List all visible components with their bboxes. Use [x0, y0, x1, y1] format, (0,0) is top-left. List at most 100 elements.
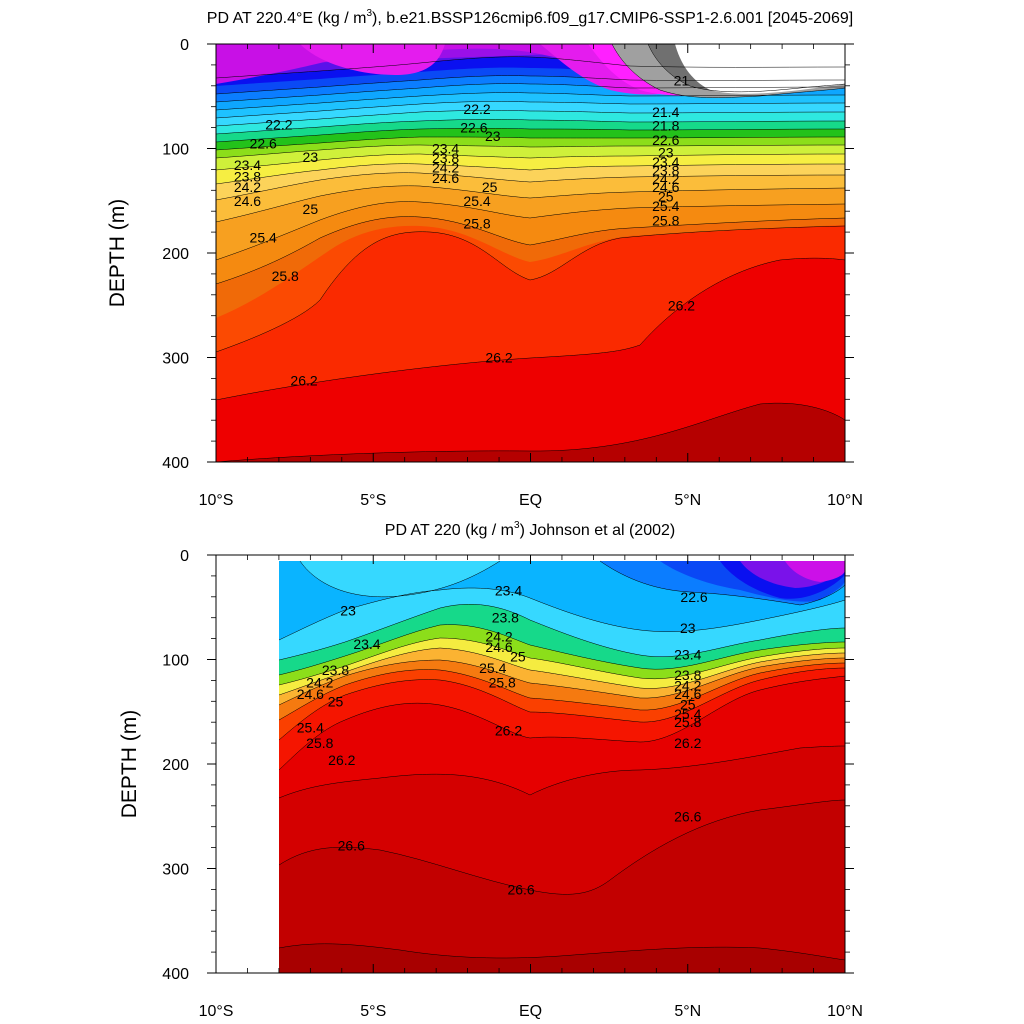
panel-top-axes: 10°S 5°S EQ 5°N 10°N 0 100 200 300 400 — [162, 37, 863, 509]
contour-label: 23.4 — [234, 157, 261, 173]
contour-label: 21 — [674, 73, 690, 89]
contour-label: 26.6 — [674, 808, 701, 824]
contour-label: 25.8 — [272, 268, 299, 284]
contour-label: 25.8 — [674, 714, 701, 730]
contour-label: 25 — [303, 201, 319, 217]
contour-label: 25 — [482, 179, 498, 195]
contour-label: 26.2 — [485, 350, 512, 366]
panel-top-contour-labels: 2121.421.822.222.222.622.622.623232323.4… — [234, 73, 695, 389]
x-tick-label: 10°N — [827, 1003, 863, 1020]
contour-label: 21.4 — [652, 104, 679, 120]
contour-label: 26.2 — [290, 372, 317, 388]
contour-label: 24.6 — [485, 639, 512, 655]
contour-label: 23.4 — [674, 646, 701, 662]
contour-label: 22.6 — [460, 120, 487, 136]
x-tick-label: 5°N — [674, 1003, 701, 1020]
contour-label: 23 — [680, 620, 696, 636]
panel-bottom: PD AT 220 (kg / m3) Johnson et al (2002) — [118, 520, 863, 1020]
x-tick-label: 10°S — [199, 1003, 234, 1020]
panel-bottom-ylabel: DEPTH (m) — [118, 710, 141, 819]
panel-bottom-axes: 10°S 5°S EQ 5°N 10°N 0 100 200 300 400 — [162, 548, 863, 1020]
contour-label: 24.2 — [432, 159, 459, 175]
contour-label: 24.2 — [485, 629, 512, 645]
contour-label: 24.6 — [652, 179, 679, 195]
contour-label: 26.2 — [495, 723, 522, 739]
contour-label: 25.4 — [250, 229, 277, 245]
panel-top-ylabel: DEPTH (m) — [106, 199, 129, 308]
panel-bottom-contour-labels: 2323.423.423.823.824.224.224.624.6252525… — [297, 583, 708, 898]
contour-label: 25.8 — [306, 735, 333, 751]
panel-top-contour-lines — [216, 44, 845, 462]
contour-label: 22.6 — [652, 132, 679, 148]
contour-label: 23.8 — [234, 169, 261, 185]
contour-label: 22.6 — [680, 589, 707, 605]
contour-label: 25.4 — [463, 193, 490, 209]
contour-label: 23.8 — [492, 610, 519, 626]
contour-label: 25 — [328, 693, 344, 709]
contour-label: 23.8 — [322, 662, 349, 678]
contour-label: 25.4 — [479, 660, 506, 676]
contour-label: 23 — [485, 128, 501, 144]
contour-label: 23.8 — [432, 150, 459, 166]
contour-label: 23.4 — [495, 583, 522, 599]
contour-label: 23.4 — [432, 141, 459, 157]
panel-top: PD AT 220.4°E (kg / m3), b.e21.BSSP126cm… — [106, 8, 863, 509]
y-tick-label: 300 — [162, 862, 189, 879]
contour-label: 24.2 — [652, 171, 679, 187]
y-tick-label: 100 — [162, 653, 189, 670]
contour-label: 26.2 — [668, 297, 695, 313]
contour-label: 24.6 — [234, 193, 261, 209]
contour-label: 26.2 — [328, 752, 355, 768]
panel-bottom-contour-lines — [278, 560, 845, 961]
contour-label: 23 — [303, 149, 319, 165]
x-tick-label: 5°S — [360, 492, 386, 509]
contour-label: 23.8 — [652, 162, 679, 178]
contour-label: 23 — [340, 602, 356, 618]
contour-label: 25.4 — [674, 706, 701, 722]
panel-bottom-contour-fill — [216, 555, 845, 973]
contour-label: 23.4 — [652, 154, 679, 170]
contour-label: 26.2 — [674, 735, 701, 751]
y-tick-label: 0 — [180, 37, 189, 54]
y-tick-label: 200 — [162, 757, 189, 774]
contour-label: 23 — [658, 145, 674, 161]
contour-label: 25.4 — [652, 198, 679, 214]
contour-label: 25 — [658, 189, 674, 205]
x-tick-label: 5°S — [360, 1003, 386, 1020]
contour-label: 25 — [510, 648, 526, 664]
contour-label: 24.6 — [432, 170, 459, 186]
y-tick-label: 400 — [162, 455, 189, 472]
contour-label: 26.6 — [338, 838, 365, 854]
contour-label: 24.2 — [306, 674, 333, 690]
panel-top-contour-fill — [216, 44, 845, 462]
panel-top-title: PD AT 220.4°E (kg / m3), b.e21.BSSP126cm… — [207, 8, 853, 27]
x-tick-label: 10°S — [199, 492, 234, 509]
panel-bottom-title: PD AT 220 (kg / m3) Johnson et al (2002) — [385, 520, 675, 539]
contour-label: 25.4 — [297, 719, 324, 735]
x-tick-label: 10°N — [827, 492, 863, 509]
contour-label: 24.6 — [297, 686, 324, 702]
y-tick-label: 0 — [180, 548, 189, 565]
contour-label: 25.8 — [652, 213, 679, 229]
contour-label: 25.8 — [463, 216, 490, 232]
contour-label: 22.6 — [250, 135, 277, 151]
y-tick-label: 400 — [162, 966, 189, 983]
contour-label: 23.4 — [353, 636, 380, 652]
contour-label: 24.2 — [234, 179, 261, 195]
x-tick-label: 5°N — [674, 492, 701, 509]
contour-label: 25 — [680, 696, 696, 712]
x-tick-label: EQ — [519, 492, 542, 509]
contour-label: 24.6 — [674, 686, 701, 702]
y-tick-label: 200 — [162, 246, 189, 263]
contour-label: 21.8 — [652, 118, 679, 134]
contour-label: 25.8 — [489, 674, 516, 690]
contour-label: 22.2 — [463, 101, 490, 117]
y-tick-label: 300 — [162, 351, 189, 368]
contour-label: 24.2 — [674, 678, 701, 694]
contour-label: 23.8 — [674, 667, 701, 683]
contour-label: 26.6 — [507, 881, 534, 897]
x-tick-label: EQ — [519, 1003, 542, 1020]
y-tick-label: 100 — [162, 142, 189, 159]
contour-label: 22.2 — [265, 116, 292, 132]
